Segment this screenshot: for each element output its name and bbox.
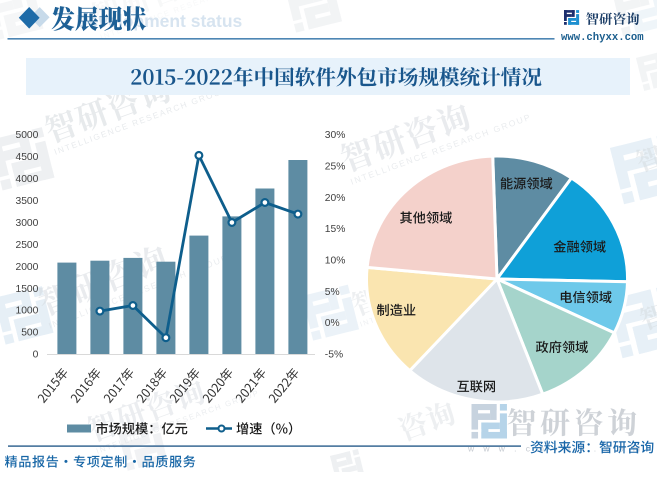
svg-text:1000: 1000 [15,306,38,317]
svg-text:4000: 4000 [15,174,38,185]
svg-text:15%: 15% [325,224,346,235]
svg-text:0: 0 [33,350,39,361]
svg-text:-5%: -5% [325,350,343,361]
svg-text:2000: 2000 [15,262,38,273]
svg-text:5%: 5% [325,287,340,298]
svg-text:30%: 30% [325,130,346,141]
svg-text:w w w . c h y x x . c o m: w w w . c h y x x . c o m [467,444,640,454]
svg-text:4500: 4500 [15,152,38,163]
svg-text:3000: 3000 [15,218,38,229]
svg-text:2500: 2500 [15,240,38,251]
svg-text:500: 500 [21,328,38,339]
svg-text:1500: 1500 [15,284,38,295]
svg-text:www.chyxx.com: www.chyxx.com [561,32,644,44]
svg-text:5000: 5000 [15,130,38,141]
svg-text:3500: 3500 [15,196,38,207]
svg-text:0%: 0% [325,318,340,329]
svg-text:10%: 10% [325,256,346,267]
svg-text:25%: 25% [325,162,346,173]
svg-text:20%: 20% [325,193,346,204]
